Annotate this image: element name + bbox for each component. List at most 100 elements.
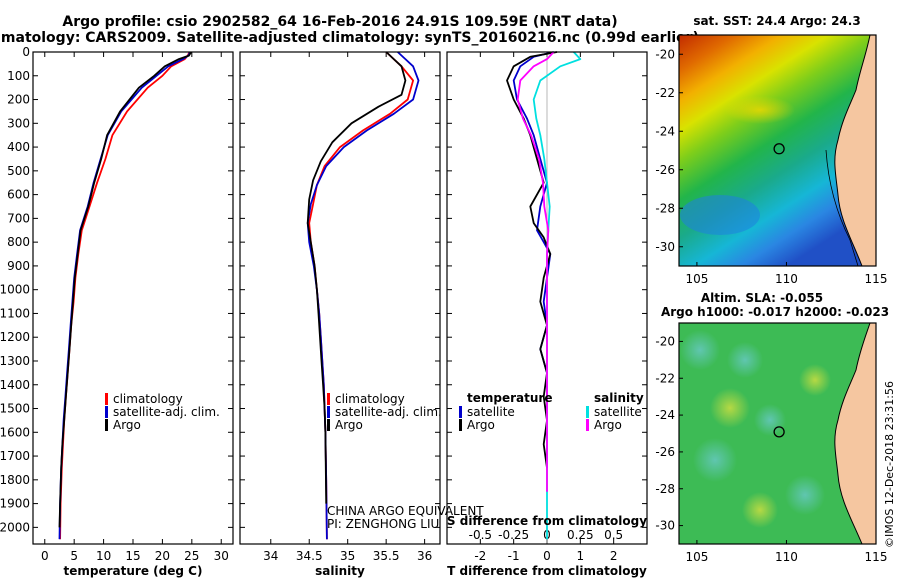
legend-swatch-climatology [327, 393, 330, 405]
series-line-satellite-adj-clim- [306, 51, 420, 540]
salinity-x-axis: 34 34.5 35 35.5 36 [263, 52, 432, 563]
x-tick-label: 0 [543, 549, 551, 563]
s-difference-xlabel: S difference from climatology [447, 514, 647, 528]
difference-profiles [506, 51, 582, 540]
legend-swatch-satellite [327, 406, 330, 418]
argo-position-marker [773, 426, 785, 438]
difference-frame [446, 51, 648, 545]
legend-label-t-satellite: satellite [467, 405, 515, 419]
depth-tick-label: 1300 [0, 354, 30, 368]
legend-swatch-t-argo [459, 419, 462, 431]
x-tick-label: 25 [184, 549, 199, 563]
sla-anomaly-patch [680, 330, 720, 370]
lat-tick-label: -20 [655, 47, 675, 61]
sst-map-title: sat. SST: 24.4 Argo: 24.3 [693, 14, 860, 28]
lat-tick-label: -24 [655, 408, 675, 422]
x-tick-label: 15 [125, 549, 140, 563]
series-line-satellite-adj-clim- [58, 51, 191, 540]
salinity-legend: climatology satellite-adj. clim. Argo [327, 392, 442, 432]
depth-tick-label: 900 [7, 259, 30, 273]
x-tick-label: 10 [96, 549, 111, 563]
depth-tick-label: 200 [7, 93, 30, 107]
sla-coastline [834, 322, 871, 545]
s-tick-label: -0.25 [498, 528, 529, 542]
lon-tick-label: 115 [865, 550, 888, 564]
legend-label-climatology: climatology [335, 392, 405, 406]
legend-label-satellite: satellite-adj. clim. [335, 405, 442, 419]
series-line-climatology [59, 51, 191, 540]
temperature-xlabel: temperature (deg C) [64, 564, 203, 578]
lat-tick-label: -30 [655, 519, 675, 533]
legend-label-argo: Argo [335, 418, 363, 432]
x-tick-label: 30 [214, 549, 229, 563]
sla-anomaly-patch [799, 364, 831, 396]
sla-anomaly-patch [754, 404, 786, 436]
sst-map-panel: sat. SST: 24.4 Argo: 24.3 105 110 115 -20 -2… [655, 14, 887, 286]
salinity-profiles [306, 51, 420, 540]
series-line-climatology [308, 51, 415, 540]
legend-label-t-argo: Argo [467, 418, 495, 432]
depth-tick-label: 2000 [0, 520, 30, 534]
sla-map-frame [678, 322, 877, 545]
sla-map-subtitle: Argo h1000: -0.017 h2000: -0.023 [661, 305, 889, 319]
depth-axis: 0 100 200 300 400 500 600 700 800 900 1000 1100 1200… [0, 45, 647, 534]
sla-anomaly-patch [693, 438, 737, 482]
legend-label-s-argo: Argo [594, 418, 622, 432]
x-tick-label: 34 [263, 549, 278, 563]
sla-anomaly-patch [742, 492, 778, 528]
imos-stamp: ©IMOS 12-Dec-2018 23:31:56 [883, 381, 896, 548]
legend-swatch-argo [327, 419, 330, 431]
legend-swatch-s-satellite [586, 406, 589, 418]
depth-tick-label: 100 [7, 69, 30, 83]
x-tick-label: 36 [417, 549, 432, 563]
temperature-legend: climatology satellite-adj. clim. Argo [105, 392, 220, 432]
x-tick-label: 20 [155, 549, 170, 563]
lon-tick-label: 115 [865, 272, 888, 286]
series-line-argo [306, 51, 407, 504]
sst-land [834, 35, 876, 266]
figure-title-line1: Argo profile: csio 2902582_64 16-Feb-201… [62, 14, 617, 30]
depth-tick-label: 1700 [0, 449, 30, 463]
x-tick-label: 2 [610, 549, 618, 563]
depth-tick-label: 500 [7, 164, 30, 178]
sla-anomaly-patch [727, 342, 763, 378]
sst-map-axes: 105 110 115 -20 -22 -24 -26 -28 -30 [655, 47, 887, 286]
depth-tick-label: 1900 [0, 497, 30, 511]
s-difference-x-axis: -0.5 -0.25 0 0.25 0.5 [469, 528, 624, 542]
temperature-x-axis: 0 5 10 15 20 25 30 [41, 52, 229, 563]
lon-tick-label: 110 [775, 272, 798, 286]
x-tick-label: 5 [70, 549, 78, 563]
depth-tick-label: 800 [7, 235, 30, 249]
depth-tick-label: 300 [7, 116, 30, 130]
x-tick-label: -2 [474, 549, 486, 563]
legend-swatch-t-satellite [459, 406, 462, 418]
sst-warm-patch [725, 96, 795, 124]
legend-swatch-s-argo [586, 419, 589, 431]
depth-tick-label: 400 [7, 140, 30, 154]
legend-title-temperature: temperature [467, 391, 552, 405]
series-line-t-argo [506, 51, 558, 469]
sst-map-frame [678, 34, 877, 267]
depth-tick-label: 1400 [0, 378, 30, 392]
s-tick-label: 0.5 [604, 528, 623, 542]
sst-cool-patch [680, 195, 760, 235]
depth-tick-label: 1200 [0, 330, 30, 344]
x-tick-label: 35.5 [373, 549, 400, 563]
legend-swatch-climatology [105, 393, 108, 405]
x-tick-label: -1 [508, 549, 520, 563]
x-tick-label: 34.5 [296, 549, 323, 563]
x-tick-label: 1 [577, 549, 585, 563]
sla-anomaly-patch [710, 388, 750, 428]
salinity-xlabel: salinity [315, 564, 365, 578]
salinity-panel: 34 34.5 35 35.5 36 salinity climatology sate… [239, 51, 484, 578]
pi-name-note: PI: ZENGHONG LIU [327, 517, 439, 531]
temperature-frame [32, 51, 234, 545]
series-line-argo [58, 51, 192, 528]
depth-tick-label: 0 [22, 45, 30, 59]
depth-tick-label: 1100 [0, 306, 30, 320]
sla-anomaly-patch [785, 475, 825, 515]
pi-institution-note: CHINA ARGO EQUIVALENT [327, 504, 484, 518]
sla-map-panel: Altim. SLA: -0.055 Argo h1000: -0.017 h2… [655, 291, 889, 564]
lon-tick-label: 105 [685, 272, 708, 286]
